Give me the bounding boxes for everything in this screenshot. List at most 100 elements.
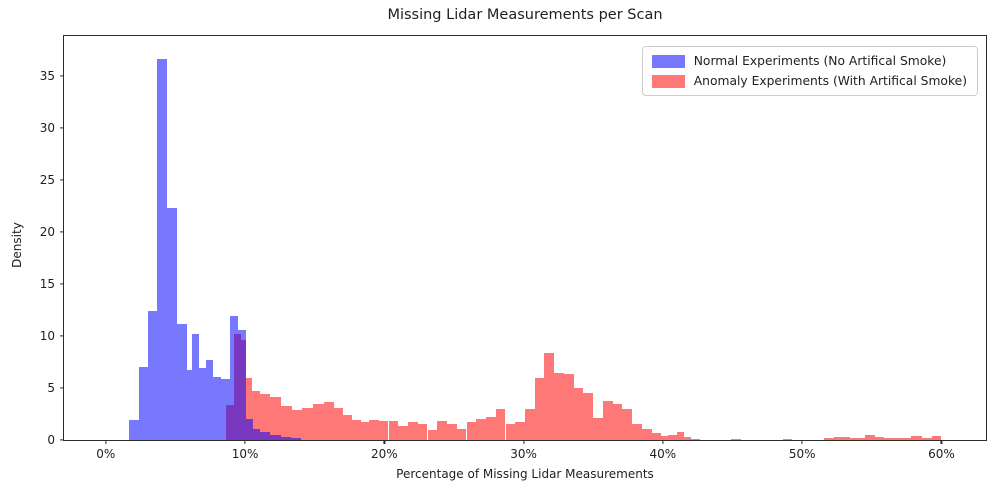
histogram-bar-normal [206, 359, 213, 440]
y-tick-label: 15 [39, 276, 55, 291]
histogram-bar-anomaly [668, 434, 677, 440]
histogram-bar-anomaly [690, 438, 701, 440]
histogram-bar-normal [147, 310, 158, 440]
histogram-bar-anomaly [313, 403, 325, 440]
plot-area: Normal Experiments (No Artifical Smoke) … [40, 35, 987, 461]
x-tick-label: 10% [231, 447, 259, 461]
x-tick-label: 30% [510, 447, 537, 461]
x-tick-mark [801, 440, 803, 444]
histogram-bar-normal [270, 434, 282, 440]
histogram-bar-anomaly [486, 416, 496, 440]
x-tick-mark [105, 440, 107, 444]
histogram-bar-normal [186, 370, 193, 440]
histogram-bar-anomaly [334, 407, 343, 440]
y-tick-mark [60, 283, 64, 285]
y-tick-label: 30 [39, 120, 55, 135]
legend-item-anomaly: Anomaly Experiments (With Artifical Smok… [651, 74, 967, 88]
histogram-bar-normal [176, 324, 187, 440]
histogram-bar-normal [238, 329, 247, 440]
histogram-bar-anomaly [894, 437, 911, 440]
histogram-bar-normal [167, 207, 177, 440]
x-tick-label: 50% [788, 447, 816, 461]
histogram-bar-anomaly [661, 436, 669, 440]
legend: Normal Experiments (No Artifical Smoke) … [641, 46, 978, 96]
histogram-bar-anomaly [505, 424, 516, 440]
histogram-bar-anomaly [292, 409, 303, 440]
histogram-bar-anomaly [342, 415, 353, 440]
histogram-bar-anomaly [525, 408, 535, 440]
histogram-bar-normal [291, 437, 301, 440]
histogram-bar-anomaly [437, 421, 447, 440]
histogram-bar-anomaly [824, 437, 835, 440]
legend-swatch-anomaly [651, 74, 685, 88]
histogram-bar-normal [157, 58, 168, 440]
histogram-bar-anomaly [534, 377, 545, 440]
y-tick-label: 20 [39, 224, 55, 239]
bars-layer-normal [64, 36, 986, 440]
y-tick-mark [60, 74, 64, 77]
histogram-bar-anomaly [593, 417, 603, 440]
histogram-bar-anomaly [302, 407, 314, 440]
histogram-bar-anomaly [388, 420, 399, 440]
x-tick-label: 60% [928, 447, 955, 461]
histogram-bar-anomaly [641, 429, 652, 440]
legend-item-normal: Normal Experiments (No Artifical Smoke) [651, 54, 967, 68]
x-axis-label: Percentage of Missing Lidar Measurements [396, 467, 654, 481]
y-tick-label: 10 [39, 328, 55, 343]
histogram-bar-anomaly [225, 404, 234, 440]
histogram-bar-normal [281, 436, 291, 440]
x-tick-mark [662, 440, 664, 444]
histogram-bar-anomaly [563, 374, 574, 440]
histogram-bar-anomaly [554, 372, 564, 440]
histogram-bar-anomaly [246, 377, 252, 440]
histogram-bar-anomaly [476, 419, 486, 440]
histogram-bar-anomaly [651, 433, 662, 440]
x-tick-mark [244, 440, 246, 444]
histogram-bar-anomaly [849, 437, 865, 440]
histogram-bar-anomaly [632, 424, 642, 440]
y-tick-mark [60, 179, 64, 181]
y-tick-mark [60, 127, 64, 129]
x-tick-label: 40% [649, 447, 677, 461]
histogram-bar-anomaly [683, 437, 691, 440]
histogram-bar-normal [192, 333, 200, 440]
histogram-bar-anomaly [378, 421, 389, 440]
x-tick-mark [383, 440, 385, 444]
y-tick-mark [60, 231, 64, 233]
histogram-bar-anomaly [398, 425, 408, 440]
histogram-bar-anomaly [612, 403, 623, 440]
legend-label-normal: Normal Experiments (No Artifical Smoke) [693, 54, 947, 68]
histogram-bar-anomaly [834, 437, 850, 440]
histogram-bar-normal [139, 367, 148, 440]
histogram-bar-anomaly [931, 435, 942, 440]
histogram-bar-anomaly [360, 422, 369, 440]
histogram-bar-anomaly [456, 428, 467, 440]
y-axis-label: Density [9, 222, 24, 268]
histogram-bar-anomaly [252, 391, 261, 440]
y-tick-mark [60, 335, 64, 337]
x-tick-label: 0% [96, 447, 116, 461]
histogram-bar-normal [199, 368, 207, 440]
histogram-bar-anomaly [515, 422, 525, 440]
x-tick-mark [940, 440, 943, 444]
histogram-bar-anomaly [427, 429, 438, 440]
y-tick-label: 5 [47, 380, 55, 395]
histogram-bar-normal [260, 431, 271, 440]
histogram-bar-anomaly [622, 409, 633, 440]
histogram-bar-anomaly [583, 393, 594, 440]
y-tick-label: 0 [47, 433, 55, 447]
chart-title: Missing Lidar Measurements per Scan [387, 7, 663, 23]
y-tick-mark [60, 387, 64, 389]
histogram-bar-anomaly [864, 435, 875, 440]
histogram-bar-anomaly [408, 422, 418, 440]
histogram-bar-anomaly [495, 409, 506, 440]
histogram-bar-anomaly [281, 405, 293, 440]
histogram-bar-anomaly [447, 423, 457, 440]
histogram-bar-anomaly [910, 436, 922, 440]
histogram-bar-normal [221, 378, 230, 440]
histogram-bar-normal [246, 419, 254, 440]
legend-label-anomaly: Anomaly Experiments (With Artifical Smok… [693, 74, 967, 88]
histogram-bar-anomaly [466, 421, 477, 440]
histogram-bar-anomaly [352, 419, 361, 440]
